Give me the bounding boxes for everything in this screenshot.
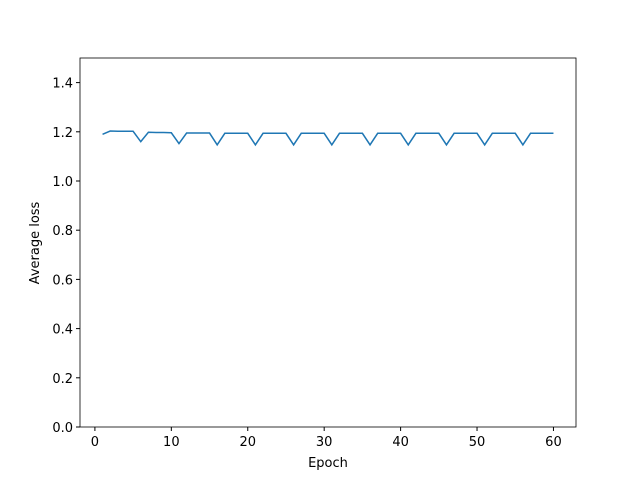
x-tick-label: 50 [469, 435, 486, 450]
y-tick-label: 0.8 [52, 224, 73, 239]
y-tick-label: 0.4 [52, 323, 73, 338]
x-tick-label: 30 [316, 435, 333, 450]
plot-frame [79, 57, 577, 428]
y-tick-label: 0.0 [52, 421, 73, 436]
y-tick-label: 0.6 [52, 273, 73, 288]
y-tick-label: 1.0 [52, 175, 73, 190]
x-tick-label: 0 [91, 435, 99, 450]
y-tick-label: 1.2 [52, 126, 73, 141]
y-axis-label: Average loss [28, 201, 43, 284]
y-tick-label: 1.4 [52, 77, 73, 92]
line [102, 130, 554, 147]
x-axis-label: Epoch [308, 456, 348, 471]
x-tick-label: 10 [163, 435, 180, 450]
x-tick-label: 60 [545, 435, 562, 450]
x-tick-label: 40 [392, 435, 409, 450]
x-tick-label: 20 [239, 435, 256, 450]
y-tick-label: 0.2 [52, 372, 73, 387]
